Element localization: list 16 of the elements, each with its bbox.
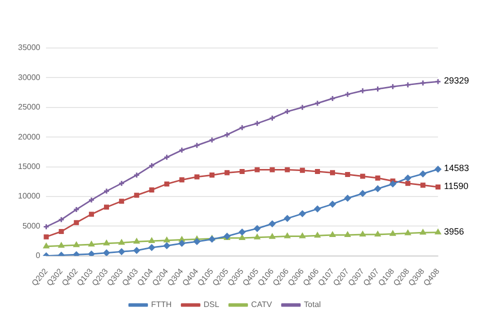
data-label: 3956 — [444, 226, 464, 236]
y-tick-label: 30000 — [18, 72, 41, 82]
legend-label: Total — [304, 300, 322, 310]
y-tick-label: 25000 — [18, 102, 41, 112]
y-tick-label: 20000 — [18, 132, 41, 142]
data-label: 11590 — [444, 181, 468, 191]
data-label: 29329 — [444, 76, 470, 86]
y-tick-label: 5000 — [22, 221, 41, 230]
legend-label: FTTH — [151, 300, 172, 310]
legend-label: CATV — [251, 300, 273, 310]
data-label: 14583 — [444, 163, 470, 174]
y-tick-label: 35000 — [18, 43, 41, 52]
y-tick-label: 0 — [36, 251, 41, 260]
y-tick-label: 15000 — [18, 162, 41, 171]
y-tick-label: 10000 — [18, 192, 41, 201]
legend-label: DSL — [204, 300, 220, 310]
